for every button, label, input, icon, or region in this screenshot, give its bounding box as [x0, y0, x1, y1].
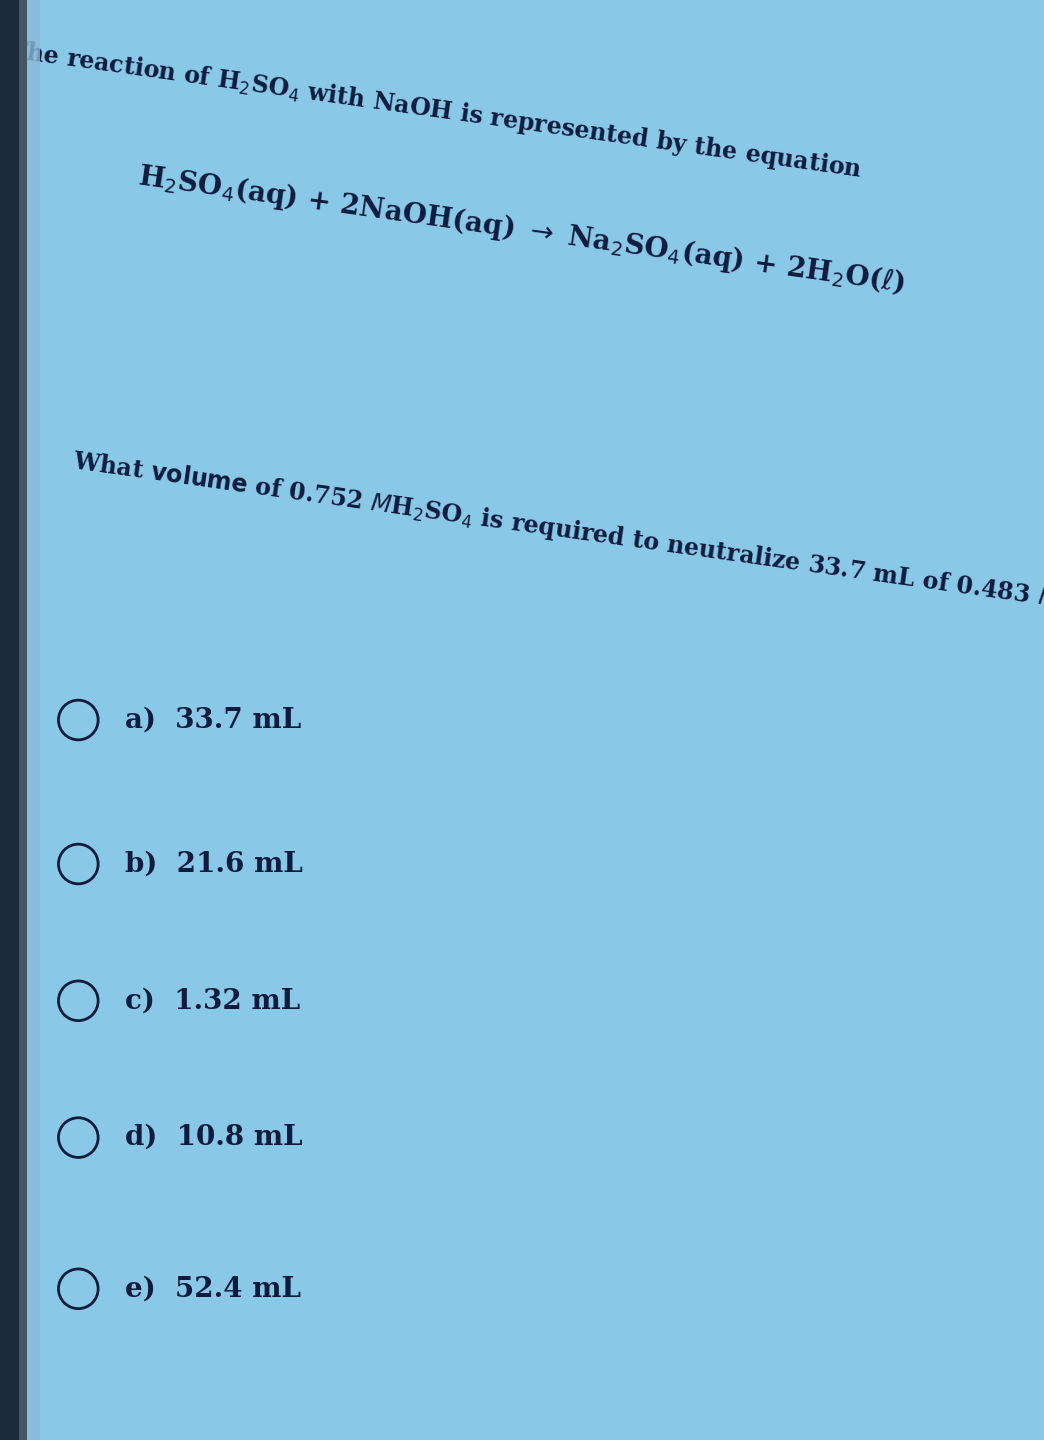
Text: What $\mathbf{volume}$ of 0.752 $M$H$_2$SO$_4$ is required to neutralize 33.7 mL: What $\mathbf{volume}$ of 0.752 $M$H$_2$… [71, 446, 1044, 626]
Bar [27, 0, 40, 1440]
Text: The reaction of H$_2$SO$_4$ with NaOH is represented by the equation: The reaction of H$_2$SO$_4$ with NaOH is… [6, 36, 863, 184]
Bar [19, 0, 27, 1440]
Text: d)  10.8 mL: d) 10.8 mL [125, 1125, 303, 1151]
Text: e)  52.4 mL: e) 52.4 mL [125, 1276, 302, 1302]
Text: a)  33.7 mL: a) 33.7 mL [125, 707, 302, 733]
Bar [0, 0, 19, 1440]
Text: b)  21.6 mL: b) 21.6 mL [125, 851, 303, 877]
Text: c)  1.32 mL: c) 1.32 mL [125, 988, 301, 1014]
Text: H$_2$SO$_4$(aq) + 2NaOH(aq) $\rightarrow$ Na$_2$SO$_4$(aq) + 2H$_2$O($\ell$): H$_2$SO$_4$(aq) + 2NaOH(aq) $\rightarrow… [137, 161, 907, 300]
